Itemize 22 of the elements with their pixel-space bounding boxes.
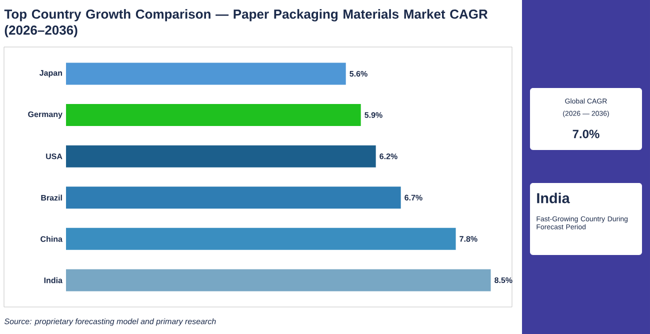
data-label: 6.2% xyxy=(380,154,398,160)
bar xyxy=(66,186,401,209)
bar xyxy=(66,145,376,168)
data-label: 8.5% xyxy=(494,277,512,284)
bar xyxy=(66,62,346,85)
chart-title: Top Country Growth Comparison — Paper Packaging Materials Market CAGR (2026–2036) xyxy=(4,9,488,38)
bar xyxy=(66,228,456,250)
data-label: 5.9% xyxy=(364,112,382,118)
y-tick-label: Brazil xyxy=(41,194,62,201)
y-tick-label: Germany xyxy=(28,111,62,119)
data-label: 6.7% xyxy=(404,194,422,200)
y-tick-label: Japan xyxy=(39,70,62,78)
bar xyxy=(66,269,491,292)
data-label: 7.8% xyxy=(460,236,478,242)
data-label: 5.6% xyxy=(350,70,368,77)
source-note: Source: proprietary forecasting model and primary research xyxy=(4,318,216,326)
y-tick-label: USA xyxy=(46,154,62,160)
bar xyxy=(66,104,361,126)
y-tick-label: China xyxy=(40,236,63,242)
y-tick-label: India xyxy=(44,277,63,284)
text: 7.0% xyxy=(572,130,600,138)
text: India xyxy=(537,192,570,204)
